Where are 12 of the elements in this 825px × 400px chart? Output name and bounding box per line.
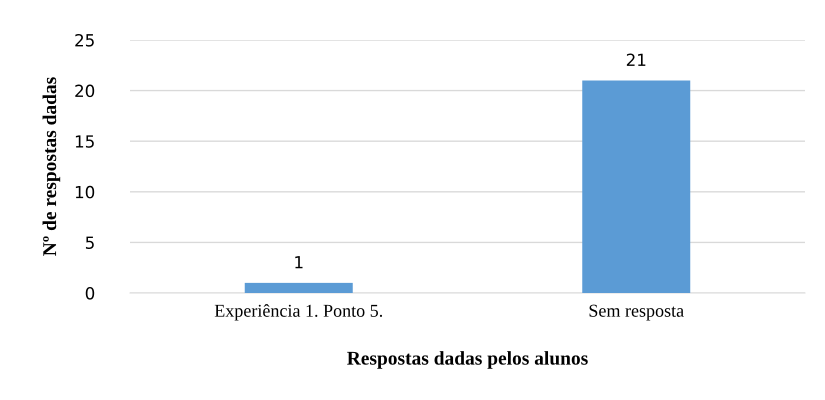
y-tick-label: 0 <box>86 286 94 300</box>
data-label: 1 <box>295 256 303 268</box>
x-tick-label: Sem resposta <box>590 304 684 320</box>
y-axis-title: Nº de respostas dadas <box>42 77 60 256</box>
x-tick-label: Experiência 1. Ponto 5. <box>214 304 382 321</box>
data-label: 21 <box>626 54 646 66</box>
y-tick-label: 20 <box>75 84 94 98</box>
y-tick-label: 25 <box>75 34 94 47</box>
x-axis-title: Respostas dadas pelos alunos <box>347 351 588 369</box>
y-tick-label: 10 <box>76 186 94 198</box>
y-tick-label: 15 <box>76 135 94 148</box>
y-tick-label: 5 <box>86 236 94 249</box>
